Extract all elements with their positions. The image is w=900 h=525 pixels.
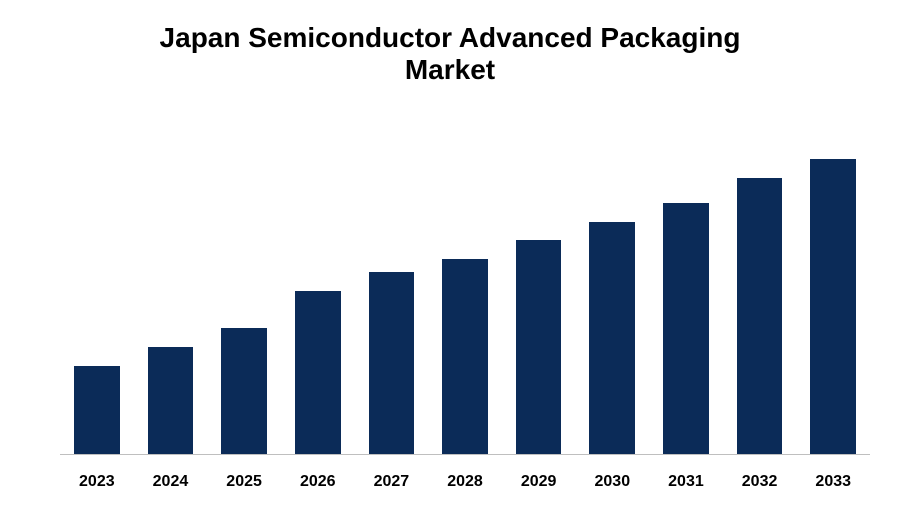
x-axis-label: 2030: [575, 473, 649, 491]
chart-title-line2: Market: [0, 54, 900, 86]
bar-slot: [207, 140, 281, 454]
bar: [589, 222, 635, 454]
bar: [442, 259, 488, 454]
chart-title-line1: Japan Semiconductor Advanced Packaging: [0, 22, 900, 54]
x-axis-label: 2033: [796, 473, 870, 491]
chart-title: Japan Semiconductor Advanced Packaging M…: [0, 0, 900, 86]
x-axis-label: 2025: [207, 473, 281, 491]
bar-slot: [60, 140, 134, 454]
bar: [74, 366, 120, 454]
x-axis-label: 2031: [649, 473, 723, 491]
bar: [369, 272, 415, 454]
bar: [810, 159, 856, 454]
x-axis-label: 2029: [502, 473, 576, 491]
plot-area: [60, 140, 870, 455]
bar-slot: [723, 140, 797, 454]
bar-slot: [134, 140, 208, 454]
x-axis-label: 2027: [355, 473, 429, 491]
bar-slot: [796, 140, 870, 454]
bar-slot: [281, 140, 355, 454]
bars-container: [60, 140, 870, 455]
bar-slot: [355, 140, 429, 454]
bar: [516, 240, 562, 454]
bar-slot: [649, 140, 723, 454]
bar: [221, 328, 267, 454]
x-axis-label: 2024: [134, 473, 208, 491]
x-axis-label: 2023: [60, 473, 134, 491]
x-axis-label: 2032: [723, 473, 797, 491]
bar-slot: [428, 140, 502, 454]
x-axis-label: 2028: [428, 473, 502, 491]
bar-slot: [502, 140, 576, 454]
bar: [295, 291, 341, 454]
x-axis: 2023202420252026202720282029203020312032…: [60, 473, 870, 491]
bar: [663, 203, 709, 454]
bar: [737, 178, 783, 454]
bar: [148, 347, 194, 454]
bar-slot: [575, 140, 649, 454]
x-axis-label: 2026: [281, 473, 355, 491]
